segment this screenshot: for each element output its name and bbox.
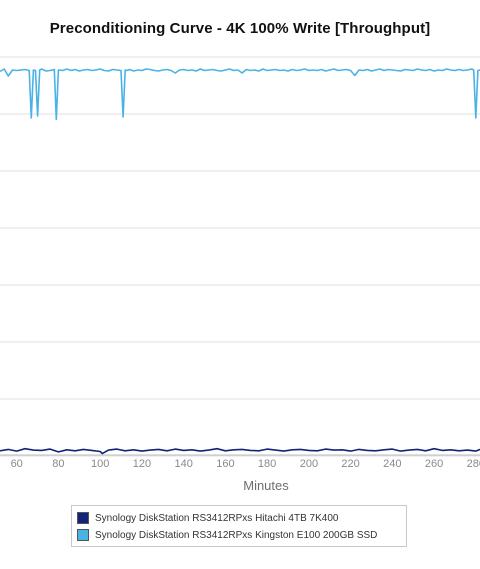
x-tick-label: 160 [216, 458, 234, 470]
x-tick-label: 200 [300, 458, 318, 470]
x-tick-label: 140 [175, 458, 193, 470]
legend-swatch-kingston [77, 529, 89, 541]
x-tick-label: 100 [91, 458, 109, 470]
legend: Synology DiskStation RS3412RPxs Hitachi … [71, 505, 407, 547]
legend-label-kingston: Synology DiskStation RS3412RPxs Kingston… [95, 529, 378, 541]
x-axis-label: Minutes [243, 478, 289, 493]
x-tick-label: 260 [425, 458, 443, 470]
series-line-hitachi[interactable] [0, 447, 480, 455]
x-tick-label: 220 [341, 458, 359, 470]
legend-item-kingston[interactable]: Synology DiskStation RS3412RPxs Kingston… [77, 527, 377, 543]
legend-item-hitachi[interactable]: Synology DiskStation RS3412RPxs Hitachi … [77, 510, 338, 526]
line-chart: 60 80 100 120 140 160 180 200 220 240 260 280 Minut… [0, 56, 480, 493]
series-layer [0, 68, 480, 455]
x-tick-label: 240 [383, 458, 401, 470]
x-tick-label: 120 [133, 458, 151, 470]
legend-label-hitachi: Synology DiskStation RS3412RPxs Hitachi … [95, 512, 339, 524]
chart-title: Preconditioning Curve - 4K 100% Write [T… [49, 20, 431, 37]
x-tick-label: 180 [258, 458, 276, 470]
x-axis-ticks: 60 80 100 120 140 160 180 200 220 240 260 280 [11, 458, 480, 470]
x-tick-label: 80 [52, 458, 64, 470]
gridlines [0, 56, 480, 457]
x-tick-label: 280 [467, 458, 480, 470]
legend-swatch-hitachi [77, 512, 89, 524]
series-line-kingston[interactable] [0, 68, 480, 121]
x-tick-label: 60 [11, 458, 23, 470]
